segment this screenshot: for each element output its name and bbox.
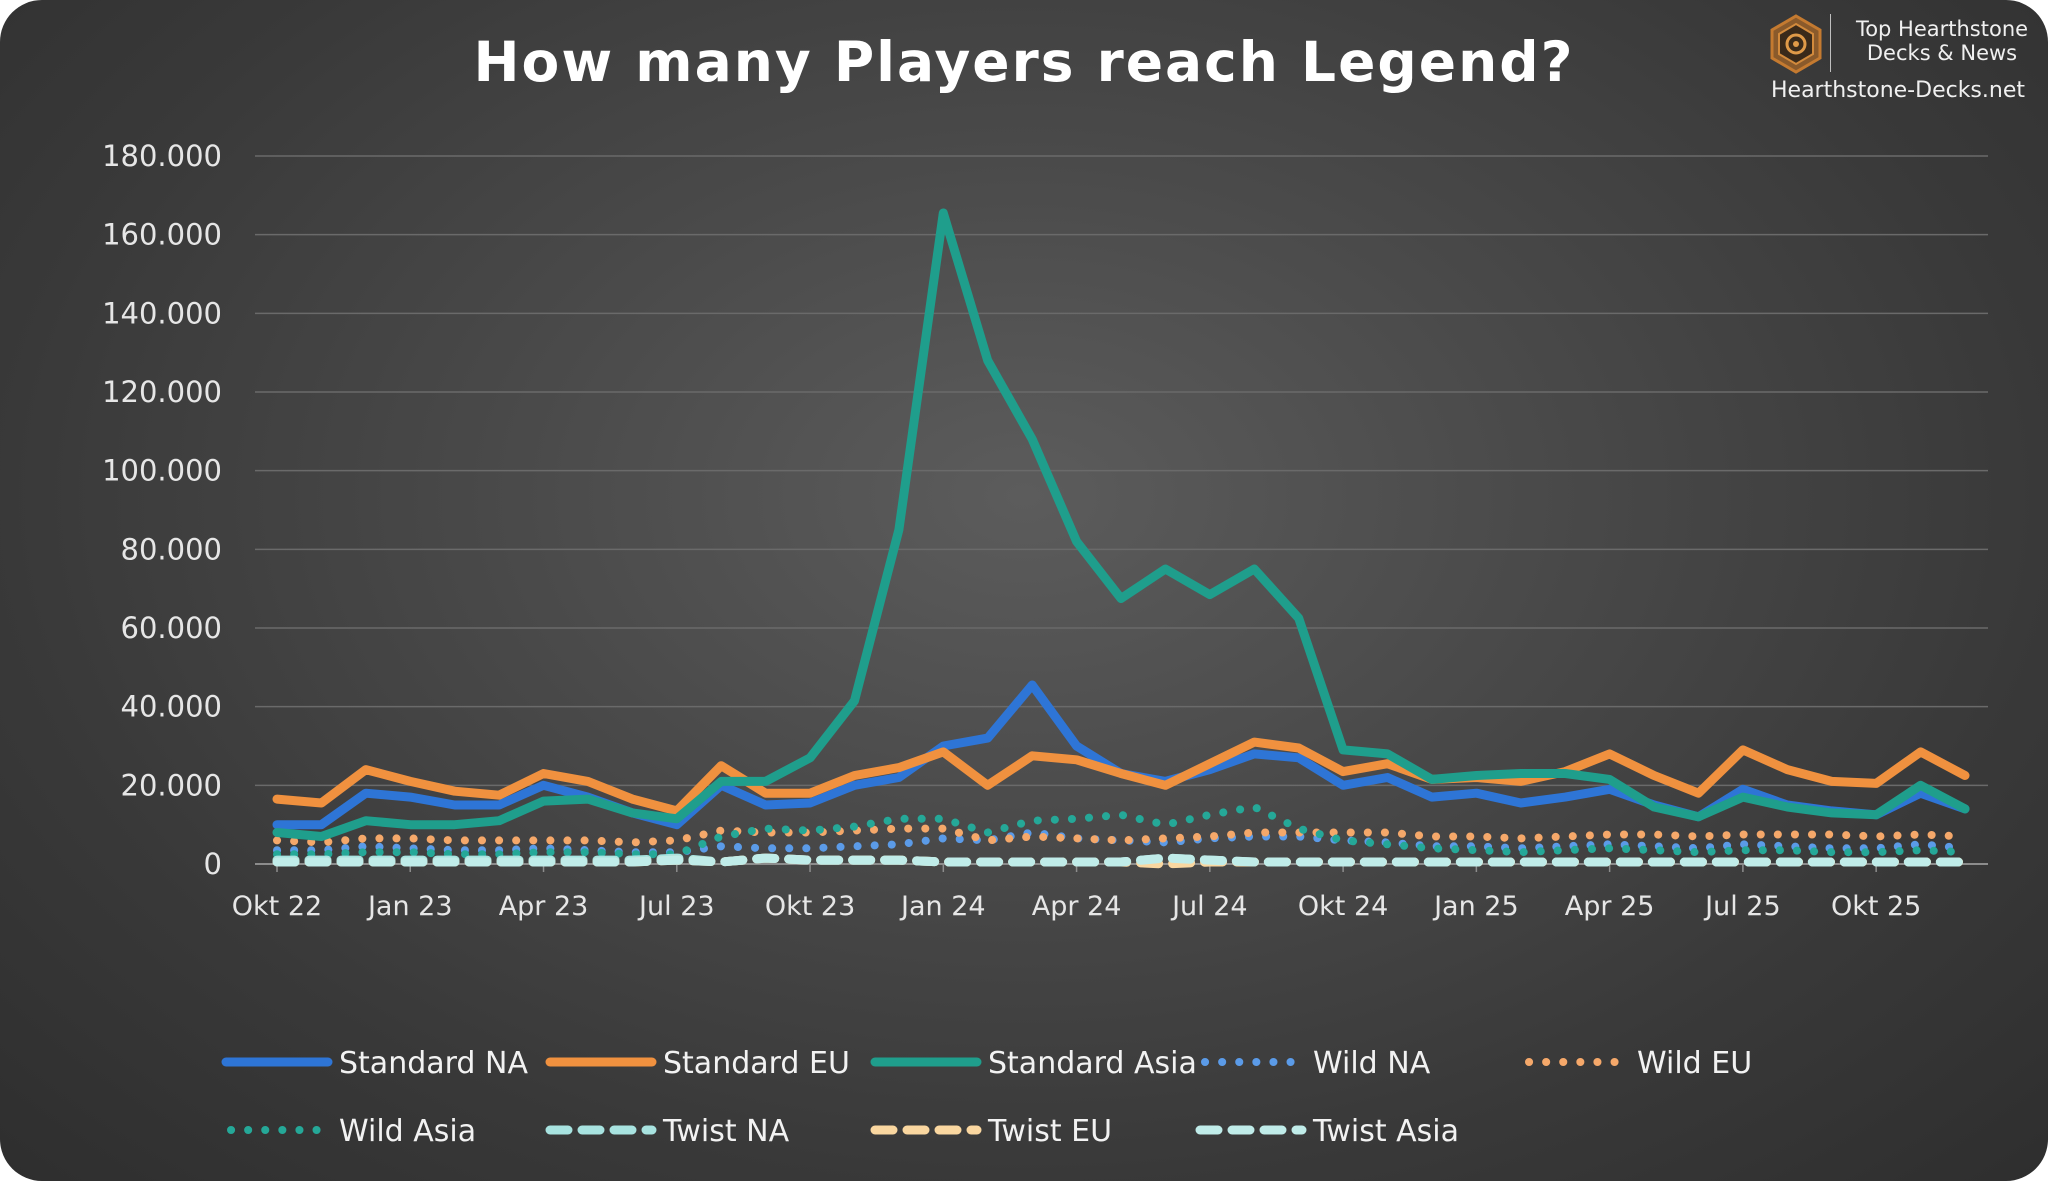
x-tick-label: Okt 24 <box>1298 891 1388 922</box>
y-tick-label: 40.000 <box>121 690 222 724</box>
x-tick-label: Apr 24 <box>1032 891 1122 922</box>
y-tick-label: 80.000 <box>121 532 222 566</box>
x-tick-label: Okt 25 <box>1831 891 1921 922</box>
x-tick-label: Jan 23 <box>366 891 453 922</box>
y-tick-label: 160.000 <box>102 218 222 252</box>
x-tick-label: Jul 24 <box>1170 891 1248 922</box>
legend-label-twist-eu: Twist EU <box>987 1114 1112 1149</box>
y-axis-tick-labels: 0 20.000 40.000 60.000 80.000 100.000 120.000 1… <box>102 139 222 881</box>
y-tick-label: 140.000 <box>102 296 222 330</box>
legend-label-twist-asia: Twist Asia <box>1312 1114 1459 1149</box>
hearthstone-hexagon-icon <box>1770 14 1822 74</box>
x-tick-label: Apr 25 <box>1565 891 1655 922</box>
x-tick-label: Jul 25 <box>1703 891 1781 922</box>
series-line-standard-asia <box>272 208 1970 841</box>
y-tick-label: 180.000 <box>102 139 222 173</box>
legend-label-wild-eu: Wild EU <box>1637 1046 1752 1081</box>
y-tick-label: 60.000 <box>121 611 222 645</box>
grid-lines <box>255 155 1988 865</box>
legend-label-standard-asia: Standard Asia <box>988 1046 1197 1081</box>
x-axis-tick-labels: Okt 22 Jan 23 Apr 23 Jul 23 Okt 23 Jan 24 Apr … <box>232 864 1921 922</box>
series-line-twist-asia <box>272 853 1970 867</box>
x-tick-label: Okt 22 <box>232 891 322 922</box>
brand-logo: Top Hearthstone Decks & News Hearthstone… <box>1762 8 2042 108</box>
logo-title-line1: Top Hearthstone <box>1855 17 2029 41</box>
y-tick-label: 0 <box>204 847 222 881</box>
x-tick-label: Jan 24 <box>899 891 986 922</box>
y-tick-label: 100.000 <box>102 454 222 488</box>
series-line-wild-eu <box>273 824 1969 847</box>
x-tick-label: Apr 23 <box>499 891 589 922</box>
x-tick-label: Jan 25 <box>1432 891 1519 922</box>
legend-label-wild-asia: Wild Asia <box>339 1114 476 1149</box>
x-tick-label: Jul 23 <box>637 891 715 922</box>
legend: Standard NA Standard EU Standard Asia Wild … <box>221 1046 1752 1149</box>
series-line-wild-asia <box>273 803 1969 859</box>
x-tick-label: Okt 23 <box>765 891 855 922</box>
chart-title: How many Players reach Legend? <box>473 30 1575 94</box>
logo-separator <box>1830 14 1831 72</box>
y-tick-label: 20.000 <box>121 768 222 802</box>
legend-label-wild-na: Wild NA <box>1313 1046 1431 1081</box>
y-tick-label: 120.000 <box>102 375 222 409</box>
logo-url: Hearthstone-Decks.net <box>1770 78 2025 103</box>
series-line-standard-eu <box>272 737 1970 816</box>
legend-label-twist-na: Twist NA <box>662 1114 790 1149</box>
legend-label-standard-na: Standard NA <box>339 1046 528 1081</box>
series-lines <box>272 208 1970 869</box>
legend-label-standard-eu: Standard EU <box>663 1046 850 1081</box>
logo-title-line2: Decks & News <box>1866 41 2018 65</box>
